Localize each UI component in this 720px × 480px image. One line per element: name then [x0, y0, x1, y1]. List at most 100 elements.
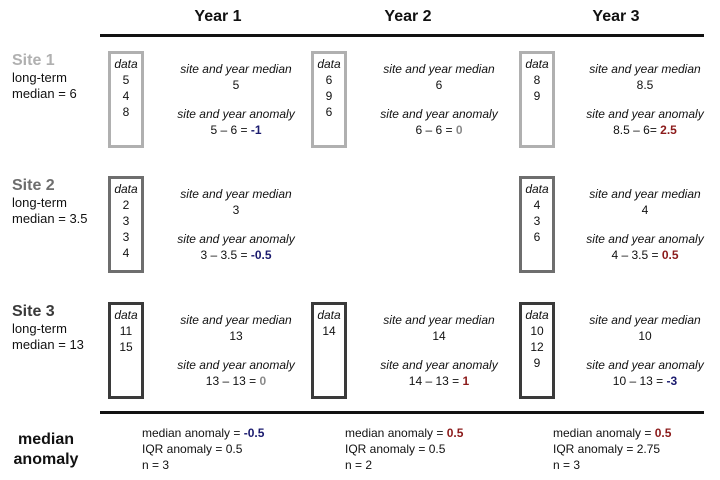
- anomaly-expression: 4 – 3.5 =: [611, 248, 662, 262]
- summary-year-1: median anomaly = -0.5 IQR anomaly = 0.5 …: [142, 425, 264, 473]
- data-label: data: [114, 57, 138, 71]
- site-year-anomaly-label: site and year anomaly: [586, 107, 704, 121]
- anomaly-expression: 13 – 13 =: [205, 374, 260, 388]
- median-block-site3-year2: site and year median 14 site and year anom…: [364, 312, 514, 389]
- site-year-median-label: site and year median: [589, 187, 701, 201]
- summary-median-value: 0.5: [446, 426, 464, 440]
- site-year-median-label: site and year median: [383, 62, 495, 76]
- summary-median-value: -0.5: [243, 426, 265, 440]
- data-value: 9: [533, 356, 541, 370]
- site-year-median-value: 4: [641, 203, 649, 217]
- site-year-anomaly-line: 14 – 13 = 1: [364, 373, 514, 389]
- site-year-anomaly-line: 5 – 6 = -1: [161, 122, 311, 138]
- site-year-anomaly-label: site and year anomaly: [586, 232, 704, 246]
- data-value: 9: [325, 89, 333, 103]
- median-anomaly-title: median anomaly: [8, 430, 84, 470]
- data-value: 8: [122, 105, 130, 119]
- data-value: 15: [119, 340, 133, 354]
- site-1-longterm-line1: long-term: [12, 70, 67, 85]
- site-year-anomaly-label: site and year anomaly: [380, 358, 498, 372]
- site-year-anomaly-label: site and year anomaly: [177, 358, 295, 372]
- summary-iqr: IQR anomaly = 0.5: [345, 442, 446, 456]
- anomaly-value: 1: [462, 374, 470, 388]
- data-box-site3-year3: data 10 12 9: [519, 302, 555, 399]
- anomaly-expression: 10 – 13 =: [612, 374, 667, 388]
- anomaly-expression: 5 – 6 =: [210, 123, 251, 137]
- site-year-anomaly-line: 4 – 3.5 = 0.5: [570, 247, 720, 263]
- site-year-anomaly-line: 8.5 – 6= 2.5: [570, 122, 720, 138]
- median-block-site3-year3: site and year median 10 site and year anom…: [570, 312, 720, 389]
- summary-median-line: median anomaly = 0.5: [345, 425, 463, 441]
- site-year-median-value: 10: [638, 329, 652, 343]
- summary-iqr: IQR anomaly = 0.5: [142, 442, 243, 456]
- median-anomaly-title-line2: anomaly: [13, 451, 79, 468]
- anomaly-value: -3: [666, 374, 678, 388]
- site-year-anomaly-label: site and year anomaly: [177, 107, 295, 121]
- site-2-name: Site 2: [12, 177, 55, 194]
- site-year-median-label: site and year median: [589, 62, 701, 76]
- anomaly-value: -0.5: [250, 248, 272, 262]
- data-box-site1-year1: data 5 4 8: [108, 51, 144, 148]
- site-year-median-label: site and year median: [180, 62, 292, 76]
- data-label: data: [114, 308, 138, 322]
- site-3-longterm-line1: long-term: [12, 321, 67, 336]
- data-value: 6: [325, 105, 333, 119]
- site-year-median-value: 5: [232, 78, 240, 92]
- data-box-site3-year2: data 14: [311, 302, 347, 399]
- summary-median-label: median anomaly =: [345, 426, 447, 440]
- median-anomaly-title-line1: median: [17, 431, 74, 448]
- data-label: data: [317, 308, 341, 322]
- site-year-anomaly-line: 3 – 3.5 = -0.5: [161, 247, 311, 263]
- site-2-longterm-line2: median = 3.5: [12, 211, 88, 226]
- summary-median-label: median anomaly =: [142, 426, 244, 440]
- data-value: 11: [119, 324, 133, 338]
- anomaly-value: 0: [455, 123, 463, 137]
- summary-iqr: IQR anomaly = 2.75: [553, 442, 661, 456]
- data-box-site1-year3: data 8 9: [519, 51, 555, 148]
- data-value: 8: [533, 73, 541, 87]
- data-label: data: [525, 308, 549, 322]
- data-label: data: [317, 57, 341, 71]
- site-1-name: Site 1: [12, 52, 55, 69]
- site-3-name: Site 3: [12, 303, 55, 320]
- year-1-header: Year 1: [194, 8, 242, 25]
- data-value: 10: [530, 324, 544, 338]
- data-value: 4: [122, 89, 130, 103]
- site-year-median-value: 6: [435, 78, 443, 92]
- anomaly-value: 0.5: [661, 248, 679, 262]
- median-block-site2-year3: site and year median 4 site and year anoma…: [570, 186, 720, 263]
- summary-year-3: median anomaly = 0.5 IQR anomaly = 2.75 …: [553, 425, 671, 473]
- site-year-anomaly-label: site and year anomaly: [177, 232, 295, 246]
- median-block-site3-year1: site and year median 13 site and year anom…: [161, 312, 311, 389]
- data-value: 9: [533, 89, 541, 103]
- site-year-median-label: site and year median: [180, 187, 292, 201]
- anomaly-value: -1: [250, 123, 262, 137]
- site-3-label: Site 3 long-term median = 13: [12, 303, 84, 353]
- data-value: 12: [530, 340, 544, 354]
- data-label: data: [525, 182, 549, 196]
- site-year-median-label: site and year median: [383, 313, 495, 327]
- site-year-median-label: site and year median: [589, 313, 701, 327]
- data-value: 14: [322, 324, 336, 338]
- data-value: 4: [122, 246, 130, 260]
- year-3-header: Year 3: [592, 8, 640, 25]
- summary-n: n = 2: [345, 458, 373, 472]
- site-year-median-value: 13: [229, 329, 243, 343]
- site-year-median-value: 8.5: [636, 78, 654, 92]
- summary-median-value: 0.5: [654, 426, 672, 440]
- site-1-label: Site 1 long-term median = 6: [12, 52, 77, 102]
- site-3-longterm-line2: median = 13: [12, 337, 84, 352]
- site-year-anomaly-label: site and year anomaly: [586, 358, 704, 372]
- data-box-site2-year3: data 4 3 6: [519, 176, 555, 273]
- data-box-site1-year2: data 6 9 6: [311, 51, 347, 148]
- site-1-longterm-line2: median = 6: [12, 86, 77, 101]
- site-year-median-label: site and year median: [180, 313, 292, 327]
- anomaly-expression: 3 – 3.5 =: [200, 248, 251, 262]
- data-box-site3-year1: data 11 15: [108, 302, 144, 399]
- data-box-site2-year1: data 2 3 3 4: [108, 176, 144, 273]
- anomaly-expression: 8.5 – 6=: [613, 123, 661, 137]
- data-value: 3: [533, 214, 541, 228]
- data-value: 2: [122, 198, 130, 212]
- site-year-median-value: 3: [232, 203, 240, 217]
- data-value: 3: [122, 230, 130, 244]
